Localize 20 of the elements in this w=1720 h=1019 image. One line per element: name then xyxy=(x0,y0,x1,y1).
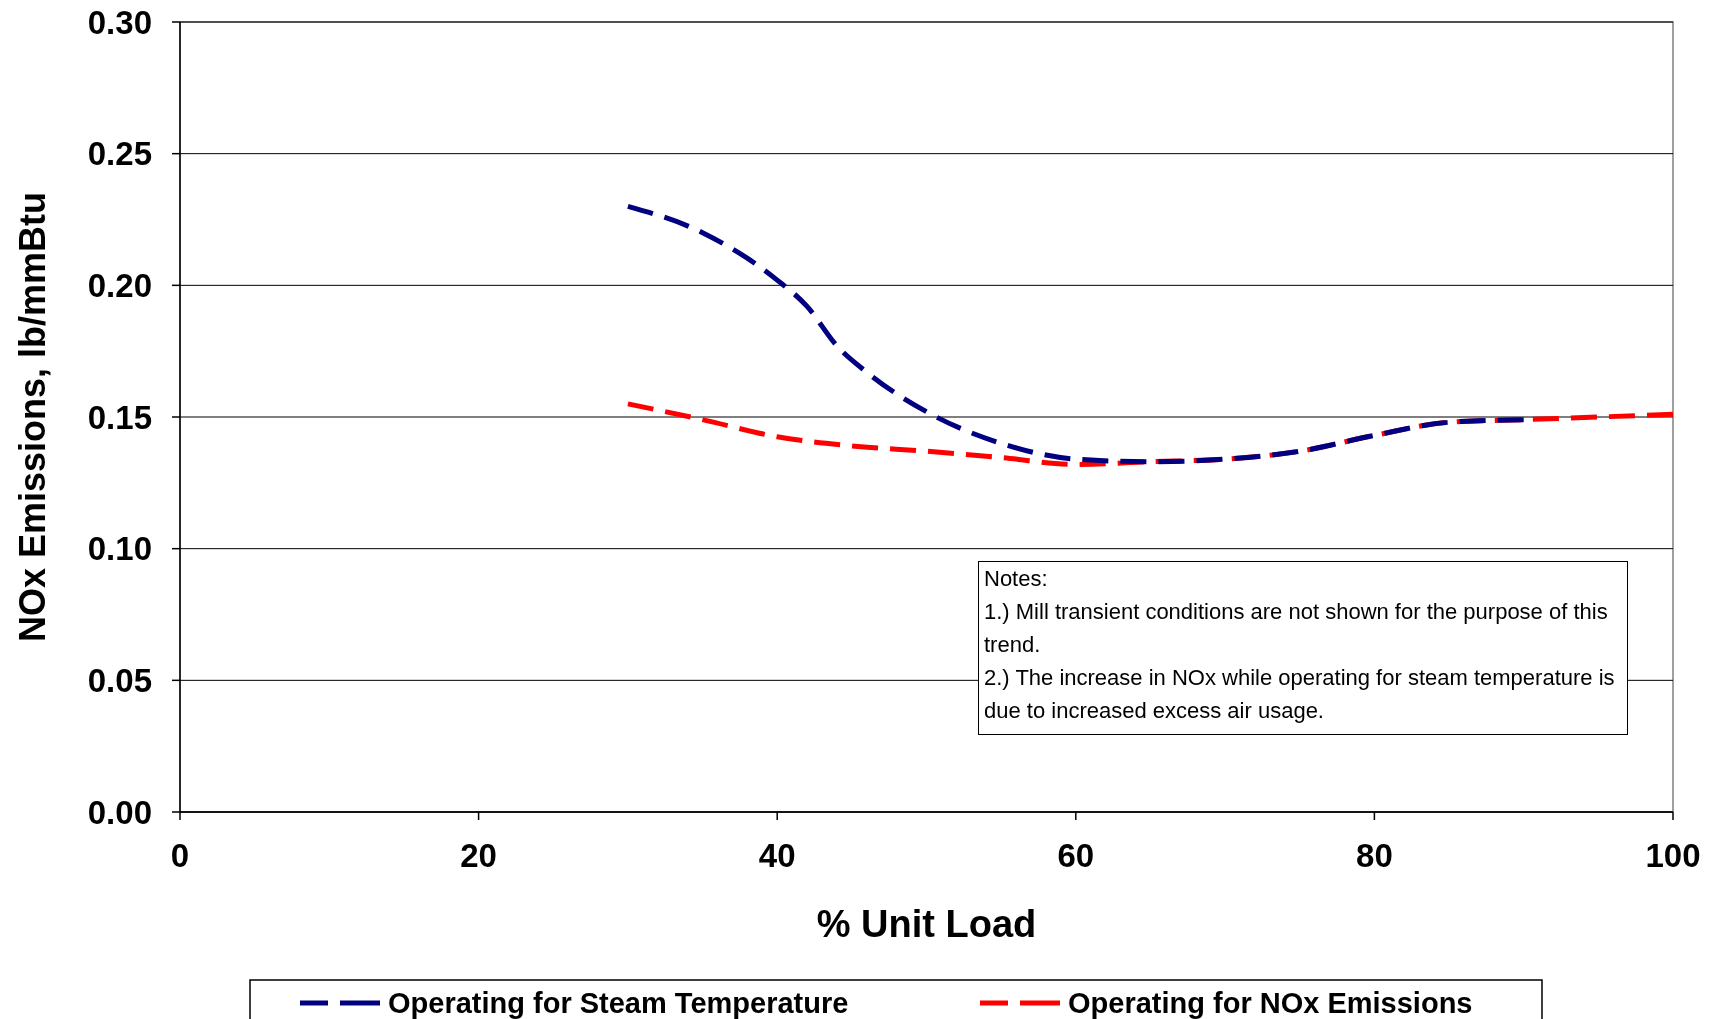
y-tick-label: 0.10 xyxy=(87,530,152,568)
x-tick-label: 40 xyxy=(758,837,796,874)
x-tick-label: 100 xyxy=(1645,837,1701,874)
x-axis-title: % Unit Load xyxy=(816,903,1037,945)
y-tick-label: 0.20 xyxy=(87,266,152,304)
x-tick-label: 20 xyxy=(460,837,497,874)
y-tick-label: 0.00 xyxy=(87,793,152,831)
y-tick-label: 0.30 xyxy=(87,3,152,41)
y-tick-label: 0.05 xyxy=(87,661,152,699)
annotation: 1.) Mill transient conditions are not shown for the purpose of this trend. xyxy=(984,598,1609,659)
y-axis-title: NOx Emissions, lb/mmBtu xyxy=(12,191,53,643)
legend-label: Operating for Steam Temperature xyxy=(388,987,849,1019)
y-tick-label: 0.25 xyxy=(87,135,152,173)
x-tick-label: 60 xyxy=(1057,837,1095,874)
y-tick-label: 0.15 xyxy=(87,398,152,436)
legend-label: Operating for NOx Emissions xyxy=(1068,987,1473,1019)
x-tick-label: 80 xyxy=(1356,837,1393,874)
x-tick-label: 0 xyxy=(170,837,190,874)
annotation: 2.) The increase in NOx while operating for steam temperature is due to increased excess air usage. xyxy=(984,664,1616,725)
annotation: Notes: xyxy=(984,565,1049,593)
